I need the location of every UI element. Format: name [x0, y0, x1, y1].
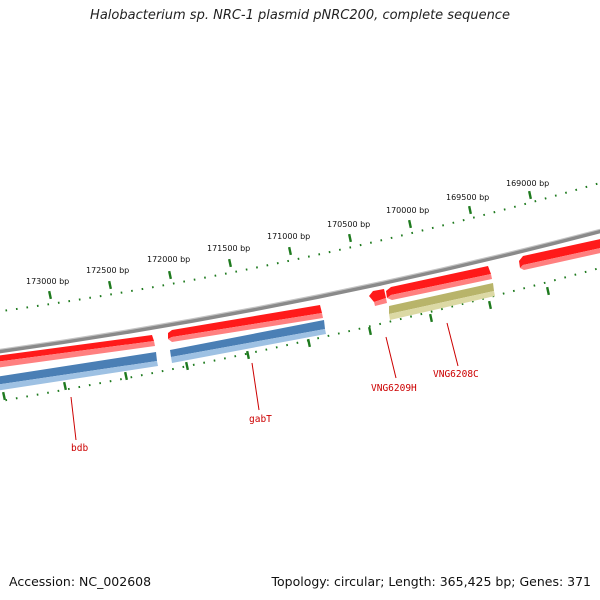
major-tick-mark [367, 326, 373, 336]
major-tick-mark [347, 233, 353, 243]
leader-gabT [251, 362, 260, 411]
major-tick-mark [428, 313, 434, 323]
gene-label-bdb[interactable]: bdb [71, 443, 88, 454]
major-tick-mark [407, 219, 413, 229]
tick-label: 169500 bp [446, 193, 489, 202]
gene-label-VNG6208C[interactable]: VNG6208C [433, 369, 479, 380]
major-tick-mark [306, 338, 312, 348]
gene-label-VNG6209H[interactable]: VNG6209H [371, 383, 417, 394]
feature-bdb-forward-shade [0, 341, 155, 368]
major-tick-mark [47, 290, 53, 300]
tick-label: 169000 bp [506, 179, 549, 188]
leader-VNG6208C [446, 322, 459, 367]
major-tick-mark [167, 270, 173, 280]
major-tick-mark [107, 280, 113, 290]
feature-gabT-reverse[interactable] [170, 320, 325, 357]
major-tick-mark [62, 381, 68, 391]
feature-bdb-reverse[interactable] [0, 352, 157, 385]
feature-right-forward[interactable] [519, 238, 600, 268]
sequence-backbone [0, 229, 600, 354]
tick-label: 173000 bp [26, 277, 69, 286]
major-tick-mark [527, 190, 533, 200]
feature-bdb-reverse-shade [0, 361, 158, 391]
major-tick-mark [287, 246, 293, 256]
gene-labels: bdb gabT VNG6209H VNG6208C [71, 369, 479, 454]
feature-VNG6208C-reverse[interactable] [389, 283, 494, 314]
major-tick-mark [467, 205, 473, 215]
forward-feature-track [0, 238, 600, 368]
feature-gabT-reverse-shade [171, 329, 326, 363]
summary-text: Topology: circular; Length: 365,425 bp; … [271, 574, 592, 589]
tick-label: 170500 bp [327, 220, 370, 229]
major-tick-mark [184, 361, 190, 371]
major-tick-mark [123, 371, 129, 381]
leader-bdb [70, 396, 77, 441]
feature-bdb-forward[interactable] [0, 335, 154, 362]
major-ticks [1, 190, 551, 401]
major-tick-mark [487, 300, 493, 310]
gene-leaders [70, 322, 459, 441]
major-tick-mark [227, 258, 233, 268]
feature-VNG6209H-shade [374, 298, 387, 306]
feature-gabT-forward-shade [168, 313, 323, 342]
major-tick-mark [545, 286, 551, 296]
upper-tick-track [0, 182, 600, 313]
tick-label: 171000 bp [267, 232, 310, 241]
accession-text: Accession: NC_002608 [9, 574, 152, 589]
reverse-feature-track [0, 283, 495, 391]
sequence-backbone-highlight [0, 228, 600, 350]
feature-gabT-forward[interactable] [168, 305, 322, 339]
tick-label: 172000 bp [147, 255, 190, 264]
tick-labels: 169000 bp 169500 bp 170000 bp 170500 bp 1710… [26, 179, 549, 286]
feature-VNG6208C-forward-shade [387, 274, 492, 300]
map-title: Halobacterium sp. NRC-1 plasmid pNRC200,… [90, 8, 510, 23]
tick-label: 171500 bp [207, 244, 250, 253]
feature-VNG6208C-reverse-shade [389, 291, 495, 320]
tick-label: 170000 bp [386, 206, 429, 215]
gene-label-gabT[interactable]: gabT [249, 414, 272, 425]
feature-VNG6209H[interactable] [369, 289, 386, 302]
feature-right-forward-shade [520, 248, 600, 270]
feature-VNG6208C-forward[interactable] [386, 266, 491, 298]
tick-label: 172500 bp [86, 266, 129, 275]
major-tick-mark [245, 350, 251, 360]
leader-VNG6209H [385, 336, 397, 379]
major-tick-mark [1, 391, 7, 401]
